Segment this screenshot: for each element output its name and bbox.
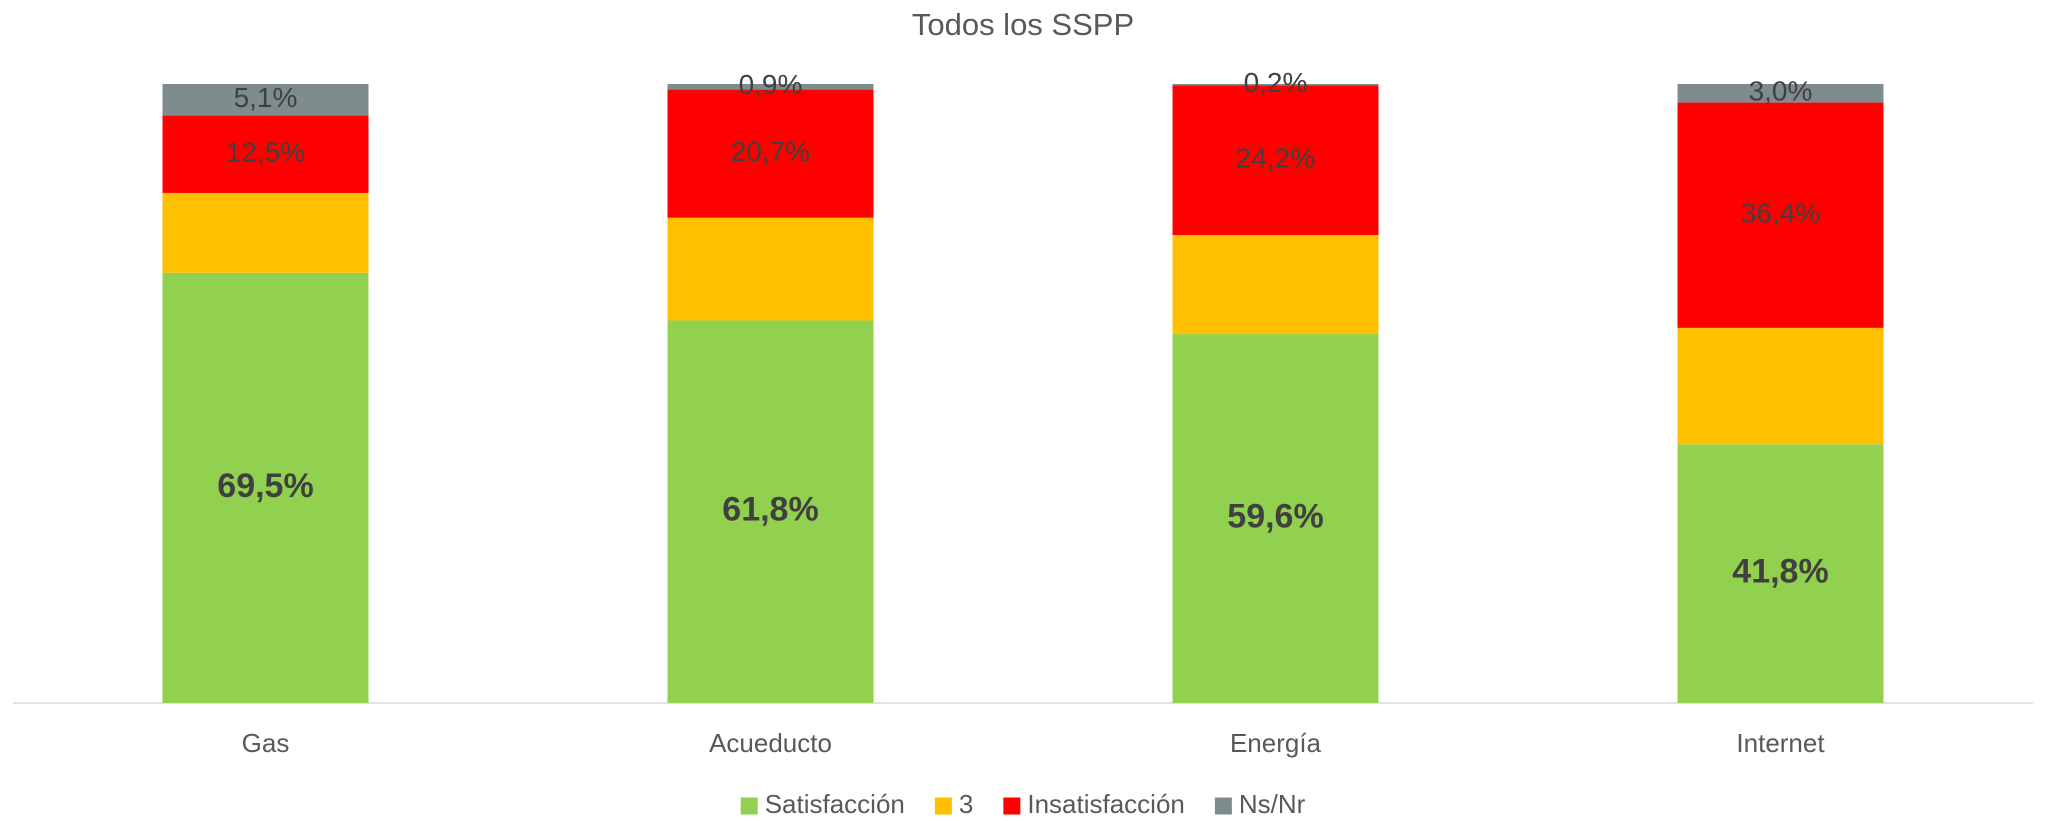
legend-swatch: [934, 797, 952, 815]
data-label: 0,9%: [739, 69, 803, 100]
data-label: 59,6%: [1227, 498, 1323, 536]
bar-segment: [1677, 444, 1884, 703]
bar-segment: [162, 272, 369, 703]
bar-segment: [667, 320, 874, 703]
legend-swatch: [1214, 797, 1232, 815]
bar-segment: [1172, 85, 1379, 236]
data-label: 5,1%: [234, 82, 298, 113]
chart-title: Todos los SSPP: [912, 7, 1134, 42]
data-label: 61,8%: [722, 491, 818, 529]
bar-segment: [667, 84, 874, 90]
x-tick-label: Energía: [1230, 728, 1322, 758]
bar-segment: [1172, 235, 1379, 335]
legend-label: Ns/Nr: [1239, 789, 1306, 819]
bar-segment: [1677, 327, 1884, 445]
bar-segment: [162, 84, 369, 116]
legend-label: 3: [959, 789, 973, 819]
bar-segment: [667, 89, 874, 218]
bar-segment: [162, 115, 369, 193]
legend-swatch: [1003, 797, 1021, 815]
bar-segment: [667, 217, 874, 321]
legend-swatch: [740, 797, 758, 815]
data-label: 3,0%: [1749, 76, 1813, 107]
x-tick-label: Gas: [242, 728, 290, 758]
bar-segment: [1172, 334, 1379, 703]
bar-segment: [1677, 84, 1884, 103]
data-label: 69,5%: [217, 467, 313, 505]
x-tick-label: Acueducto: [709, 728, 832, 758]
x-tick-label: Internet: [1736, 728, 1825, 758]
legend-label: Insatisfacción: [1027, 789, 1185, 819]
bar-segment: [1677, 102, 1884, 328]
data-label: 41,8%: [1732, 553, 1828, 591]
data-label: 20,7%: [731, 136, 810, 167]
legend-label: Satisfacción: [765, 789, 905, 819]
data-label: 0,2%: [1244, 67, 1308, 98]
bar-segment: [1172, 84, 1379, 86]
data-label: 24,2%: [1236, 143, 1315, 174]
data-label: 36,4%: [1741, 198, 1820, 229]
legend: Satisfacción 3 Insatisfacción Ns/Nr: [740, 789, 1306, 819]
bar-segment: [162, 192, 369, 273]
data-label: 12,5%: [226, 137, 305, 168]
